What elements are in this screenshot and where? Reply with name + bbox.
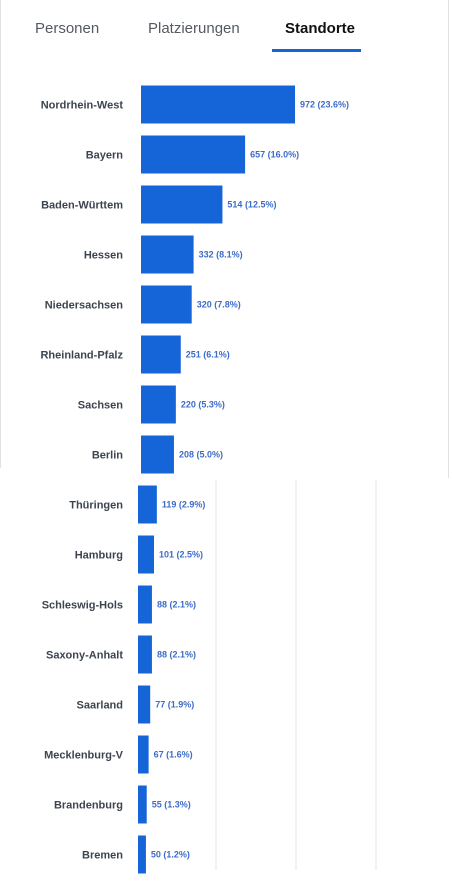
bar	[141, 185, 223, 224]
category-label: Hamburg	[75, 550, 123, 562]
panel-right-border	[448, 0, 449, 478]
value-label: 220 (5.3%)	[181, 400, 225, 410]
category-label: Baden-Württem	[41, 200, 123, 212]
bar	[141, 385, 176, 424]
category-label: Saxony-Anhalt	[46, 650, 123, 662]
value-label: 514 (12.5%)	[227, 200, 276, 210]
value-label: 251 (6.1%)	[186, 350, 230, 360]
tab-bar: Personen Platzierungen Standorte	[0, 0, 452, 56]
category-label: Saarland	[77, 700, 123, 712]
bar	[138, 735, 149, 774]
category-label: Niedersachsen	[45, 300, 124, 312]
category-label: Hessen	[84, 250, 123, 262]
bar	[138, 835, 146, 874]
value-label: 119 (2.9%)	[162, 500, 206, 510]
category-label: Mecklenburg-V	[44, 750, 124, 762]
category-label: Bayern	[86, 150, 124, 162]
value-label: 332 (8.1%)	[199, 250, 243, 260]
value-label: 50 (1.2%)	[151, 850, 190, 860]
category-label: Bremen	[82, 850, 123, 862]
bar	[141, 435, 174, 474]
category-label: Sachsen	[78, 400, 124, 412]
panel-left-border	[0, 0, 1, 468]
value-label: 88 (2.1%)	[157, 650, 196, 660]
value-label: 77 (1.9%)	[155, 700, 194, 710]
bar	[141, 285, 192, 324]
tab-platzierungen[interactable]: Platzierungen	[148, 20, 240, 37]
bar	[138, 585, 152, 624]
value-label: 972 (23.6%)	[300, 100, 349, 110]
bar	[138, 485, 157, 524]
bar	[138, 685, 151, 724]
category-label: Berlin	[92, 450, 123, 462]
active-tab-indicator	[272, 49, 361, 52]
bar	[141, 235, 194, 274]
value-label: 657 (16.0%)	[250, 150, 299, 160]
bar	[138, 535, 155, 574]
tab-standorte[interactable]: Standorte	[285, 20, 356, 37]
category-label: Schleswig-Hols	[42, 600, 123, 612]
category-label: Rheinland-Pfalz	[40, 350, 123, 362]
tab-personen[interactable]: Personen	[35, 20, 100, 37]
value-label: 55 (1.3%)	[152, 800, 191, 810]
bar	[141, 135, 246, 174]
value-label: 67 (1.6%)	[154, 750, 193, 760]
bar	[138, 785, 147, 824]
category-label: Brandenburg	[54, 800, 123, 812]
value-label: 101 (2.5%)	[159, 550, 203, 560]
value-label: 320 (7.8%)	[197, 300, 241, 310]
value-label: 208 (5.0%)	[179, 450, 223, 460]
bar	[141, 85, 295, 124]
bar	[138, 635, 152, 674]
bar	[141, 335, 181, 374]
category-label: Thüringen	[69, 500, 123, 512]
category-label: Nordrhein-West	[41, 100, 124, 112]
value-label: 88 (2.1%)	[157, 600, 196, 610]
